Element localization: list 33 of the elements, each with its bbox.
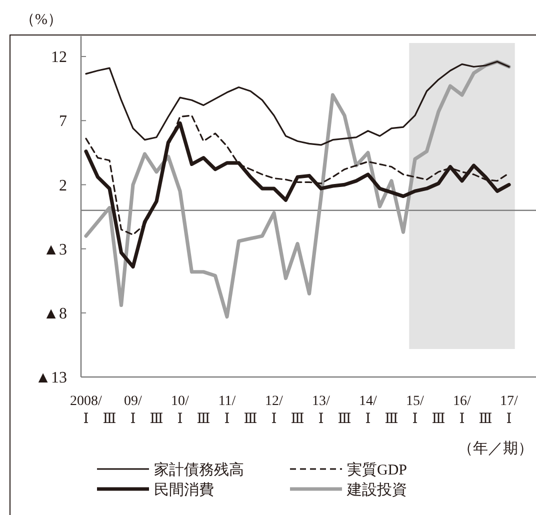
x-tick-label: 17/ Ⅰ <box>500 394 518 427</box>
x-tick-label: Ⅲ <box>150 412 164 427</box>
legend-label: 家計債務残高 <box>154 461 244 478</box>
x-tick-label: Ⅲ <box>432 412 446 427</box>
x-tick-label: Ⅲ <box>384 412 398 427</box>
x-tick-label: Ⅲ <box>196 412 210 427</box>
legend-label: 実質GDP <box>347 461 408 478</box>
x-tick-label: 15/ Ⅰ <box>406 394 424 427</box>
x-tick-label: 14/ Ⅰ <box>359 394 378 427</box>
x-tick-label: 11/ Ⅰ <box>218 394 236 427</box>
x-tick-label: 09/ Ⅰ <box>124 394 142 427</box>
y-tick-label: ▲13 <box>35 370 67 387</box>
x-tick-label: 2008/ Ⅰ <box>70 394 102 427</box>
y-tick-label: 7 <box>59 113 67 130</box>
x-tick-label: Ⅲ <box>102 412 116 427</box>
y-tick-label: 12 <box>51 49 67 66</box>
x-axis-title: （年／期） <box>458 440 533 457</box>
x-tick-label: Ⅲ <box>478 412 492 427</box>
legend-label: 民間消費 <box>154 481 214 498</box>
line-series <box>85 60 510 146</box>
legend-label: 建設投資 <box>346 481 407 498</box>
x-tick-label: 10/ Ⅰ <box>171 394 190 427</box>
y-tick-label: 2 <box>59 177 67 194</box>
x-tick-label: Ⅲ <box>338 412 352 427</box>
x-tick-label: 12/ Ⅰ <box>265 394 284 427</box>
y-tick-label: ▲3 <box>43 241 67 258</box>
x-tick-label: Ⅲ <box>244 412 258 427</box>
line-series <box>84 60 511 319</box>
y-axis-title: （%） <box>20 12 62 28</box>
x-tick-label: 16/ Ⅰ <box>453 394 472 427</box>
y-tick-label: ▲8 <box>43 306 67 322</box>
x-tick-label: 13/ Ⅰ <box>312 394 330 427</box>
x-tick-label: Ⅲ <box>290 412 304 427</box>
